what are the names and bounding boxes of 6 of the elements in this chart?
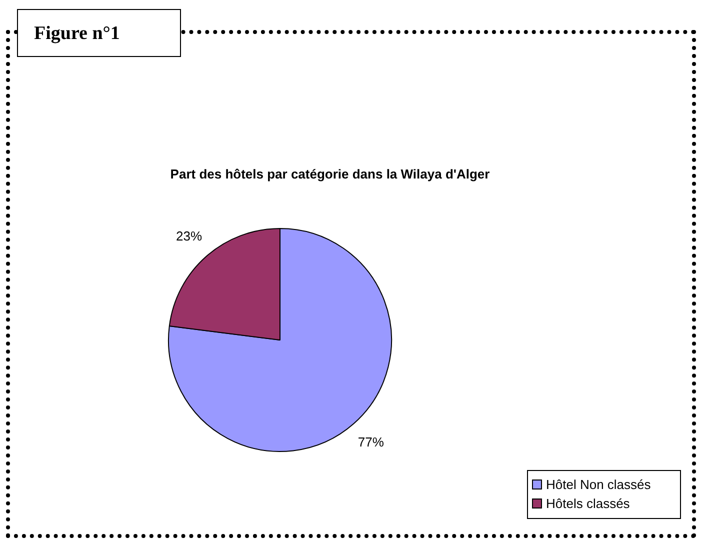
chart-title: Part des hôtels par catégorie dans la Wilaya d'Alger (170, 166, 490, 182)
data-label: 23% (176, 228, 203, 244)
text: Figure n°1 (17, 9, 181, 57)
legend-label: Hôtels classés (546, 496, 630, 512)
data-label: 77% (358, 434, 384, 450)
legend-label: Hôtel Non classés (546, 477, 652, 492)
